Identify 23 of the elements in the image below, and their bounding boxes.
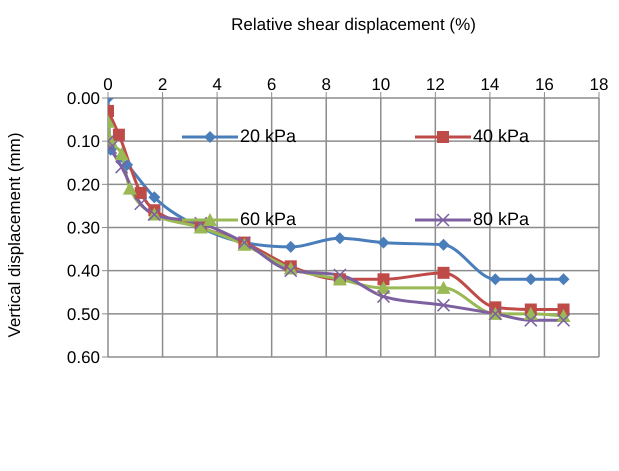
legend-label: 60 kPa: [240, 209, 296, 230]
x-tick-label: 16: [534, 75, 554, 94]
y-tick-label: 0.10: [66, 132, 100, 152]
legend-label: 20 kPa: [240, 126, 296, 147]
x-tick-label: 18: [590, 75, 608, 94]
y-tick-label: 0.30: [66, 218, 100, 238]
y-tick-label: 0.40: [66, 262, 100, 281]
y-tick-label: 0.00: [66, 89, 100, 108]
x-tick-label: 14: [480, 75, 500, 94]
x-tick-label: 4: [212, 75, 222, 94]
x-tick-label: 12: [426, 75, 445, 94]
y-tick-label: 0.60: [66, 348, 100, 368]
y-axis-title: Vertical displacement (mm): [5, 132, 24, 338]
x-tick-label: 8: [321, 75, 331, 94]
legend-label: 80 kPa: [473, 209, 530, 230]
x-tick-label: 6: [266, 75, 276, 94]
x-axis-title: Relative shear displacement (%): [231, 15, 476, 34]
y-tick-label: 0.20: [66, 175, 100, 194]
legend-label: 40 kPa: [473, 126, 530, 147]
x-tick-label: 10: [371, 75, 390, 94]
y-tick-label: 0.50: [66, 304, 100, 324]
x-tick-label: 2: [158, 75, 168, 94]
x-tick-label: 0: [103, 75, 113, 94]
